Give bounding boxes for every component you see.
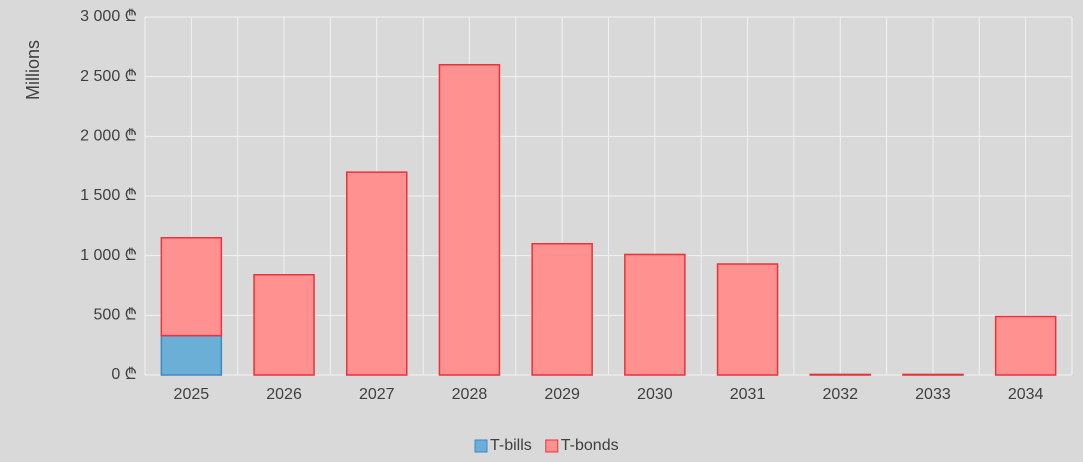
y-tick-label: 1 000 ₾ [80, 247, 137, 264]
x-tick-label: 2033 [915, 386, 951, 403]
y-tick-label: 3 000 ₾ [80, 8, 137, 25]
bar-segment [438, 63, 501, 376]
y-tick-label: 500 ₾ [94, 307, 137, 324]
x-tick-label: 2034 [1008, 386, 1044, 403]
y-tick-label: 1 500 ₾ [80, 187, 137, 204]
legend-swatch [545, 439, 559, 453]
legend-label: T-bills [490, 437, 532, 454]
bar-segment [809, 373, 871, 376]
bar-segment [160, 334, 223, 376]
bar-segment [902, 373, 964, 376]
bar-segment [253, 274, 315, 376]
bar-segment [716, 263, 779, 376]
bar-segment [346, 171, 408, 376]
y-tick-label: 0 ₾ [111, 366, 137, 383]
y-axis-label: Millions [23, 40, 43, 100]
bar-segment [994, 315, 1057, 376]
y-tick-label: 2 500 ₾ [80, 68, 137, 85]
legend-swatch [474, 439, 488, 453]
bar-segment [624, 253, 686, 376]
x-tick-label: 2028 [452, 386, 488, 403]
y-tick-label: 2 000 ₾ [80, 128, 137, 145]
x-tick-label: 2032 [822, 386, 858, 403]
x-tick-label: 2031 [730, 386, 766, 403]
x-tick-label: 2026 [266, 386, 302, 403]
bar-segment [531, 242, 593, 376]
legend-label: T-bonds [561, 437, 619, 454]
x-tick-label: 2029 [544, 386, 580, 403]
bar-segment [160, 237, 223, 337]
x-tick-label: 2027 [359, 386, 395, 403]
x-tick-label: 2030 [637, 386, 673, 403]
x-tick-label: 2025 [174, 386, 210, 403]
